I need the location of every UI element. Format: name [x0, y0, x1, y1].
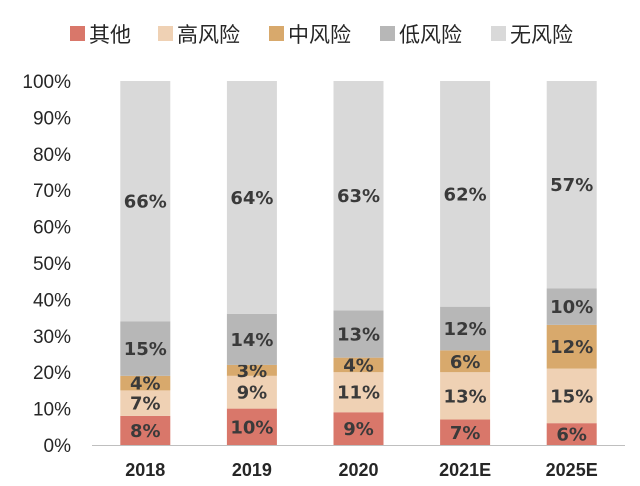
data-label: 64% — [230, 188, 273, 209]
data-label: 13% — [444, 386, 487, 407]
data-label: 10% — [550, 297, 593, 318]
data-label: 6% — [556, 425, 587, 446]
legend: 其他 高风险 中风险 低风险 无风险 — [70, 23, 573, 47]
bar-segment — [546, 368, 597, 424]
legend-swatch — [380, 26, 395, 41]
bar-segment — [440, 81, 491, 307]
y-tick-label: 50% — [33, 254, 71, 275]
x-tick-label: 2020 — [338, 460, 378, 480]
data-label: 11% — [337, 383, 380, 404]
y-tick-label: 90% — [33, 108, 71, 129]
bar-segment — [546, 81, 597, 289]
data-label: 15% — [124, 339, 167, 360]
y-tick-label: 30% — [33, 327, 71, 348]
bar-segment — [226, 375, 277, 409]
bar-segment — [440, 350, 491, 373]
legend-label: 低风险 — [399, 23, 462, 47]
legend-swatch — [70, 26, 85, 41]
data-label: 14% — [230, 330, 273, 351]
data-label: 4% — [130, 374, 161, 395]
data-label: 6% — [450, 352, 481, 373]
legend-label: 中风险 — [288, 23, 351, 47]
bar-segment — [333, 310, 384, 358]
bar-segment — [120, 321, 171, 376]
bar-segment — [226, 313, 277, 365]
legend-label: 高风险 — [177, 23, 240, 47]
bar-segment — [333, 357, 384, 373]
y-tick-label: 0% — [44, 436, 72, 457]
data-label: 3% — [237, 361, 268, 382]
y-tick-label: 10% — [33, 400, 71, 421]
y-tick-label: 70% — [33, 181, 71, 202]
bar-segment — [333, 372, 384, 413]
data-label: 12% — [444, 319, 487, 340]
bar-segment — [440, 419, 491, 445]
bar-segment — [120, 81, 171, 322]
bar-segment — [333, 81, 384, 311]
bar-segment — [440, 306, 491, 351]
y-axis: 0% 10% 20% 30% 40% 50% 60% 70% 80% 90% 100% — [22, 72, 71, 457]
legend-swatch — [269, 26, 284, 41]
x-axis: 2018 2019 2020 2021E 2025E — [92, 445, 625, 480]
data-label: 66% — [124, 192, 167, 213]
bar-segment — [440, 372, 491, 420]
x-tick-label: 2025E — [546, 460, 598, 480]
bar-segment — [120, 390, 171, 416]
data-label: 63% — [337, 186, 380, 207]
legend-label: 其他 — [89, 23, 131, 47]
x-tick-label: 2019 — [232, 460, 272, 480]
y-tick-label: 20% — [33, 363, 71, 384]
bar-segment — [226, 81, 277, 314]
bar-segment — [546, 324, 597, 369]
y-tick-label: 80% — [33, 145, 71, 166]
y-tick-label: 100% — [22, 72, 71, 93]
data-label: 4% — [343, 355, 374, 376]
data-label: 13% — [337, 324, 380, 345]
legend-label: 无风险 — [510, 23, 573, 47]
x-tick-label: 2021E — [439, 460, 491, 480]
data-label: 15% — [550, 386, 593, 407]
legend-swatch — [491, 26, 506, 41]
bar-segment — [546, 288, 597, 325]
legend-swatch — [158, 26, 173, 41]
data-label: 8% — [130, 421, 161, 442]
y-tick-label: 60% — [33, 218, 71, 239]
data-label: 9% — [343, 419, 374, 440]
bar-segment — [226, 364, 277, 376]
y-tick-label: 40% — [33, 290, 71, 311]
data-label: 57% — [550, 175, 593, 196]
bar-segment — [226, 408, 277, 445]
bar-segment — [120, 415, 171, 445]
data-label: 7% — [450, 423, 481, 444]
bar-segment — [546, 423, 597, 445]
data-label: 62% — [444, 184, 487, 205]
data-label: 7% — [130, 394, 161, 415]
bar-segment — [333, 412, 384, 445]
data-label: 9% — [237, 383, 268, 404]
bar-segment — [120, 375, 171, 391]
plot-area: 8%7%4%15%66%10%9%3%14%64%9%11%4%13%63%7%… — [120, 81, 597, 446]
x-tick-label: 2018 — [125, 460, 165, 480]
data-label: 10% — [230, 417, 273, 438]
data-label: 12% — [550, 337, 593, 358]
